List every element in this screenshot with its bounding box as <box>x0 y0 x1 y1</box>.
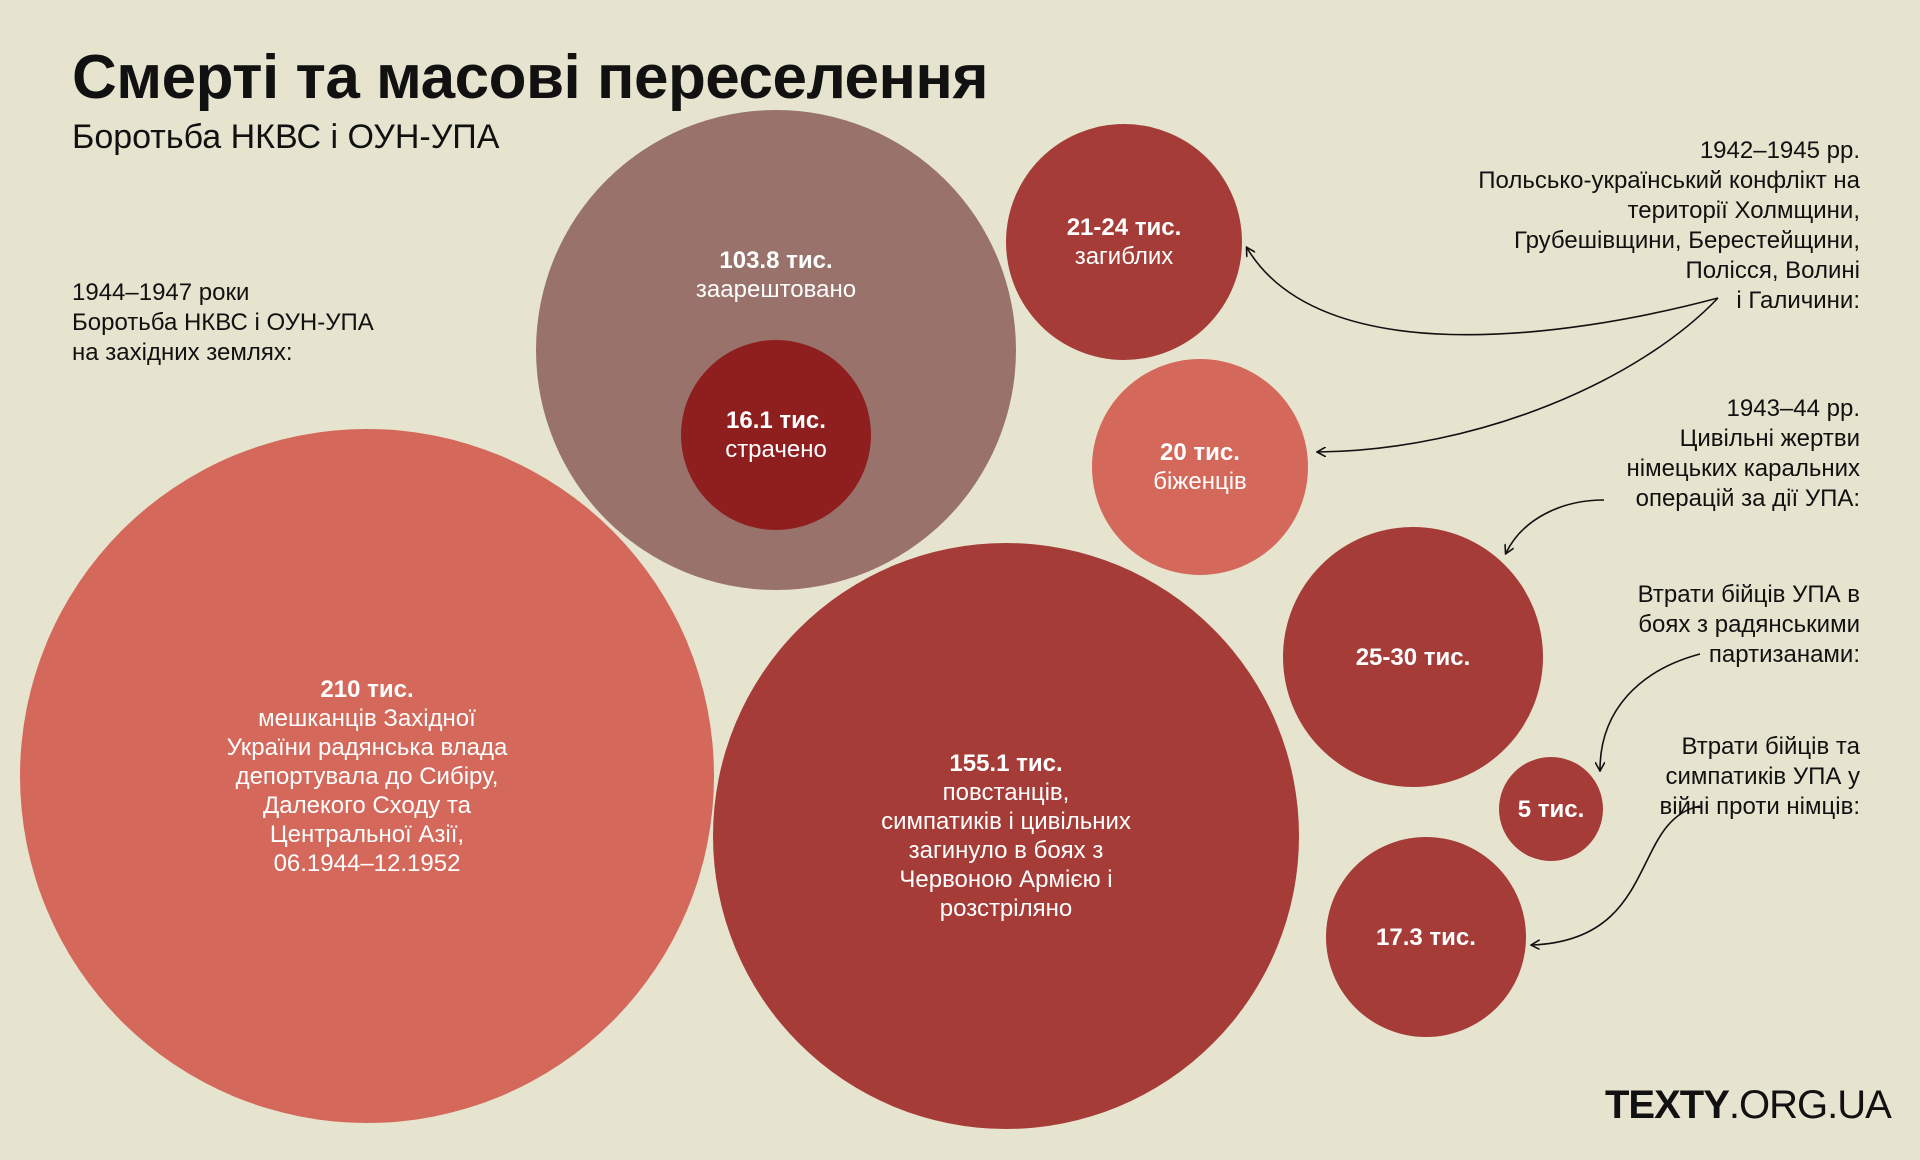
arrow-germans <box>1532 805 1701 945</box>
circle-value: 5 тис. <box>1517 795 1585 823</box>
note-line: боях з радянськими <box>1638 611 1860 638</box>
note-line: території Холмщини, <box>1627 197 1860 224</box>
circle-executed: 16.1 тис. страчено <box>681 340 871 530</box>
note-line: Боротьба НКВС і ОУН-УПА <box>72 309 374 336</box>
logo-rest: .ORG.UA <box>1728 1083 1892 1127</box>
site-logo: TEXTY.ORG.UA <box>1605 1083 1892 1128</box>
arrow-punitive <box>1506 499 1605 553</box>
circle-value: 17.3 тис. <box>1376 923 1476 951</box>
note-line: на західних землях: <box>72 339 293 366</box>
note-line: німецьких каральних <box>1626 455 1861 482</box>
note-line: Цивільні жертви <box>1679 425 1860 452</box>
arrow-partisans <box>1600 653 1701 770</box>
circle-insurgents-killed: 155.1 тис. повстанців, симпатиків і циві… <box>713 543 1299 1129</box>
circle-deported: 210 тис. мешканців Західної України радя… <box>20 429 714 1123</box>
circle-punitive-victims: 25-30 тис. <box>1283 527 1543 787</box>
circle-value: 155.1 тис. <box>949 750 1063 777</box>
circle-desc: України радянська влада <box>226 733 508 761</box>
note-line: партизанами: <box>1708 641 1860 668</box>
circle-desc: розстріляно <box>939 895 1073 922</box>
page-title: Смерті та масові переселення <box>72 43 989 112</box>
circle-desc: симпатиків і цивільних <box>881 808 1131 835</box>
logo-bold: TEXTY <box>1605 1083 1730 1127</box>
circle-refugees: 20 тис. біженців <box>1092 359 1308 575</box>
note-line: Втрати бійців УПА в <box>1637 581 1860 608</box>
circle-desc: Далекого Сходу та <box>263 791 471 819</box>
circle-value: 25-30 тис. <box>1355 643 1471 671</box>
circle-desc: мешканців Західної <box>258 704 476 732</box>
note-line: війні проти німців: <box>1659 793 1860 820</box>
note-war-against-germans: Втрати бійців та симпатиків УПА у війні … <box>1659 732 1860 822</box>
circle-partisan-losses: 5 тис. <box>1499 757 1603 861</box>
arrow-conflict-to-refugees <box>1318 297 1719 452</box>
circle-desc: повстанців, <box>942 779 1070 806</box>
circle-value: 16.1 тис. <box>726 407 826 434</box>
circle-desc: Червоною Армією і <box>899 866 1113 893</box>
circle-value: 210 тис. <box>320 675 414 703</box>
note-line: симпатиків УПА у <box>1665 763 1860 790</box>
note-line: Втрати бійців та <box>1681 733 1861 760</box>
circle-conflict-deaths: 21-24 тис. загиблих <box>1006 124 1242 360</box>
circle-desc: загинуло в боях з <box>908 837 1104 864</box>
circle-arrested: 103.8 тис. заарештовано 16.1 тис. страче… <box>536 110 1016 590</box>
note-partisan-battles: Втрати бійців УПА в боях з радянськими п… <box>1638 580 1860 670</box>
note-line: Полісся, Волині <box>1685 257 1860 284</box>
circle-value: 20 тис. <box>1160 439 1240 466</box>
note-punitive-operations: 1943–44 рр. Цивільні жертви німецьких ка… <box>1627 394 1861 514</box>
circle-desc: Центральної Азії, <box>269 820 465 848</box>
note-line: операцій за дії УПА: <box>1635 485 1860 512</box>
arrow-conflict-to-deaths <box>1247 248 1719 336</box>
circle-value: 21-24 тис. <box>1066 214 1182 241</box>
circle-german-war-losses: 17.3 тис. <box>1326 837 1526 1037</box>
note-nkvd-period: 1944–1947 роки Боротьба НКВС і ОУН-УПА н… <box>72 278 374 368</box>
note-polish-ukrainian-conflict: 1942–1945 рр. Польсько-український конфл… <box>1478 136 1860 316</box>
note-line: 1944–1947 роки <box>72 279 250 306</box>
note-line: Грубешівщини, Берестейщини, <box>1513 227 1860 254</box>
circle-value: 103.8 тис. <box>719 247 833 274</box>
circle-desc: заарештовано <box>695 276 857 303</box>
note-line: 1943–44 рр. <box>1726 395 1860 422</box>
circle-desc: депортувала до Сибіру, <box>235 762 499 790</box>
note-line: і Галичини: <box>1736 287 1860 314</box>
circle-desc: біженців <box>1153 468 1247 495</box>
circle-desc: 06.1944–12.1952 <box>273 849 461 877</box>
circle-desc: страчено <box>725 436 827 463</box>
page-subtitle: Боротьба НКВС і ОУН-УПА <box>72 118 500 156</box>
circle-desc: загиблих <box>1074 243 1174 270</box>
note-line: 1942–1945 рр. <box>1699 137 1860 164</box>
note-line: Польсько-український конфлікт на <box>1478 167 1860 194</box>
